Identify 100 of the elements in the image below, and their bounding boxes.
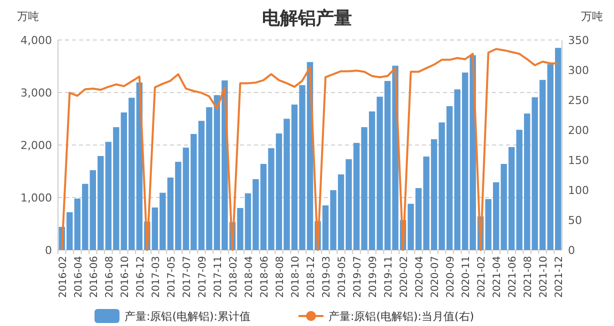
y2-tick-label: 150: [568, 154, 589, 167]
bar: [237, 208, 244, 250]
x-tick-label: 2016-10: [120, 256, 131, 298]
y-tick-label: 3,000: [20, 86, 52, 100]
bar: [74, 198, 80, 250]
x-tick-label: 2021-12: [554, 256, 566, 298]
bar: [206, 107, 212, 250]
bar: [244, 193, 252, 250]
bar: [252, 179, 259, 250]
bar: [128, 98, 135, 250]
bar: [338, 174, 344, 250]
x-tick-label: 2019-03: [322, 256, 333, 298]
x-tick-label: 2016-12: [135, 256, 146, 298]
bar: [113, 127, 120, 250]
bar: [508, 147, 515, 250]
bar: [330, 190, 336, 250]
bar: [260, 164, 267, 250]
bar: [368, 111, 376, 250]
x-tick-label: 2016-08: [104, 256, 116, 298]
bar: [376, 96, 383, 250]
x-tick-label: 2019-07: [352, 256, 364, 298]
bar: [516, 130, 522, 250]
bar: [268, 148, 274, 250]
x-tick-label: 2016-06: [88, 256, 100, 298]
x-tick-label: 2021-08: [523, 256, 534, 298]
y-tick-label: 1,000: [20, 192, 52, 204]
x-tick-label: 2017-03: [150, 256, 162, 298]
bar: [160, 192, 166, 250]
bar: [98, 156, 104, 250]
x-tick-label: 2018-02: [228, 256, 240, 298]
bar: [415, 188, 422, 250]
bar: [532, 97, 538, 250]
x-tick-label: 2021-02: [476, 256, 488, 298]
bar: [284, 118, 290, 250]
bar: [408, 204, 414, 250]
bar: [462, 72, 468, 250]
y-tick-label: 0: [45, 244, 52, 257]
y-tick-label: 4,000: [20, 34, 52, 47]
bar: [524, 114, 530, 250]
y2-tick-label: 250: [568, 94, 589, 107]
x-tick-label: 2021-04: [492, 256, 504, 298]
bar: [430, 139, 438, 250]
x-tick-label: 2018-10: [290, 256, 302, 298]
y2-tick-label: 300: [568, 64, 589, 77]
y2-tick-label: 100: [568, 184, 589, 197]
bar: [152, 207, 158, 250]
bar: [492, 182, 500, 250]
x-tick-label: 2017-11: [212, 256, 224, 298]
bar: [82, 184, 88, 250]
bar: [299, 85, 306, 250]
bar: [361, 127, 368, 250]
x-tick-label: 2018-12: [306, 256, 317, 298]
bar: [384, 80, 391, 250]
y2-tick-label: 200: [568, 124, 589, 137]
bar: [547, 64, 554, 250]
bar: [353, 142, 360, 250]
bar: [438, 122, 445, 250]
bar: [167, 178, 174, 250]
legend-label: 产量:原铝(电解铝):累计值: [124, 310, 250, 323]
bar: [105, 142, 112, 250]
x-tick-label: 2018-08: [274, 256, 286, 298]
bar: [198, 120, 205, 250]
x-tick-label: 2018-04: [244, 256, 255, 298]
bar: [66, 212, 73, 250]
bar: [291, 104, 298, 250]
y-tick-label: 2,000: [20, 139, 52, 152]
bar: [485, 199, 492, 250]
x-tick-label: 2021-10: [538, 256, 550, 298]
bar: [500, 164, 507, 250]
bar: [190, 134, 197, 250]
bar: [540, 80, 546, 250]
y2-tick-label: 50: [568, 214, 582, 227]
x-tick-label: 2017-05: [166, 256, 178, 298]
legend-label: 产量:原铝(电解铝):当月值(右): [328, 310, 474, 323]
bar: [322, 205, 329, 250]
x-tick-label: 2018-06: [259, 256, 270, 298]
y2-tick-label: 350: [568, 34, 589, 47]
x-tick-label: 2020-09: [446, 256, 457, 298]
x-tick-label: 2019-11: [384, 256, 395, 298]
y-axis-title: 万吨: [17, 10, 39, 23]
x-tick-label: 2017-09: [197, 256, 208, 298]
x-tick-label: 2016-04: [73, 256, 84, 298]
bar: [182, 148, 190, 250]
bar: [423, 156, 430, 250]
x-tick-label: 2020-02: [399, 256, 410, 298]
x-tick-label: 2016-02: [58, 256, 69, 298]
bar: [276, 133, 282, 250]
y2-tick-label: 0: [568, 244, 575, 257]
x-tick-label: 2017-07: [182, 256, 193, 298]
y2-axis-title: 万吨: [581, 10, 603, 23]
bar: [446, 106, 453, 250]
chart-title: 电解铝产量: [262, 8, 352, 29]
x-tick-label: 2020-04: [414, 256, 426, 298]
x-tick-label: 2021-06: [508, 256, 519, 298]
bar: [90, 170, 96, 250]
x-tick-label: 2019-05: [337, 256, 348, 298]
x-tick-label: 2020-07: [430, 256, 442, 298]
x-tick-label: 2020-11: [461, 256, 472, 298]
bar: [454, 89, 460, 250]
bar: [214, 95, 220, 250]
